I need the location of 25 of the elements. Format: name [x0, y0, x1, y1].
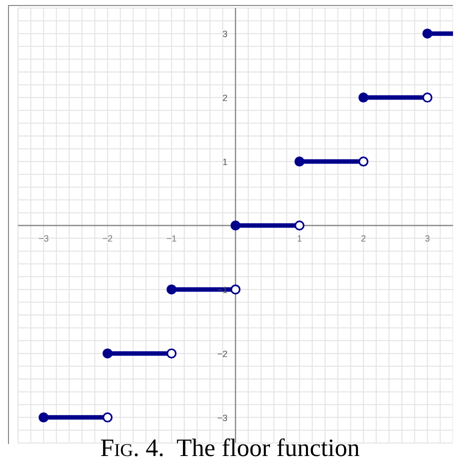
point [358, 92, 368, 103]
x-tick-label: 3 [424, 234, 430, 244]
point [358, 156, 368, 167]
point [230, 284, 240, 294]
point [166, 284, 177, 294]
y-tick-label: 2 [222, 93, 228, 104]
y-tick-label: 3 [222, 29, 228, 40]
point [294, 220, 304, 230]
point [422, 28, 432, 39]
point [230, 220, 240, 230]
y-tick-label: −3 [217, 412, 228, 423]
x-tick-label: −1 [166, 234, 177, 244]
point [166, 348, 177, 358]
y-tick-label: −2 [217, 348, 228, 359]
point [102, 412, 113, 422]
point [38, 412, 49, 422]
point [294, 156, 304, 167]
x-tick-label: −2 [102, 234, 113, 244]
annotation: Fig. 4. The floor function [100, 435, 360, 462]
y-tick-label: 1 [222, 157, 228, 168]
point [102, 348, 113, 358]
x-tick-label: 2 [360, 234, 366, 244]
x-tick-label: 1 [296, 234, 302, 244]
point [422, 92, 432, 103]
x-tick-label: −3 [38, 234, 49, 244]
